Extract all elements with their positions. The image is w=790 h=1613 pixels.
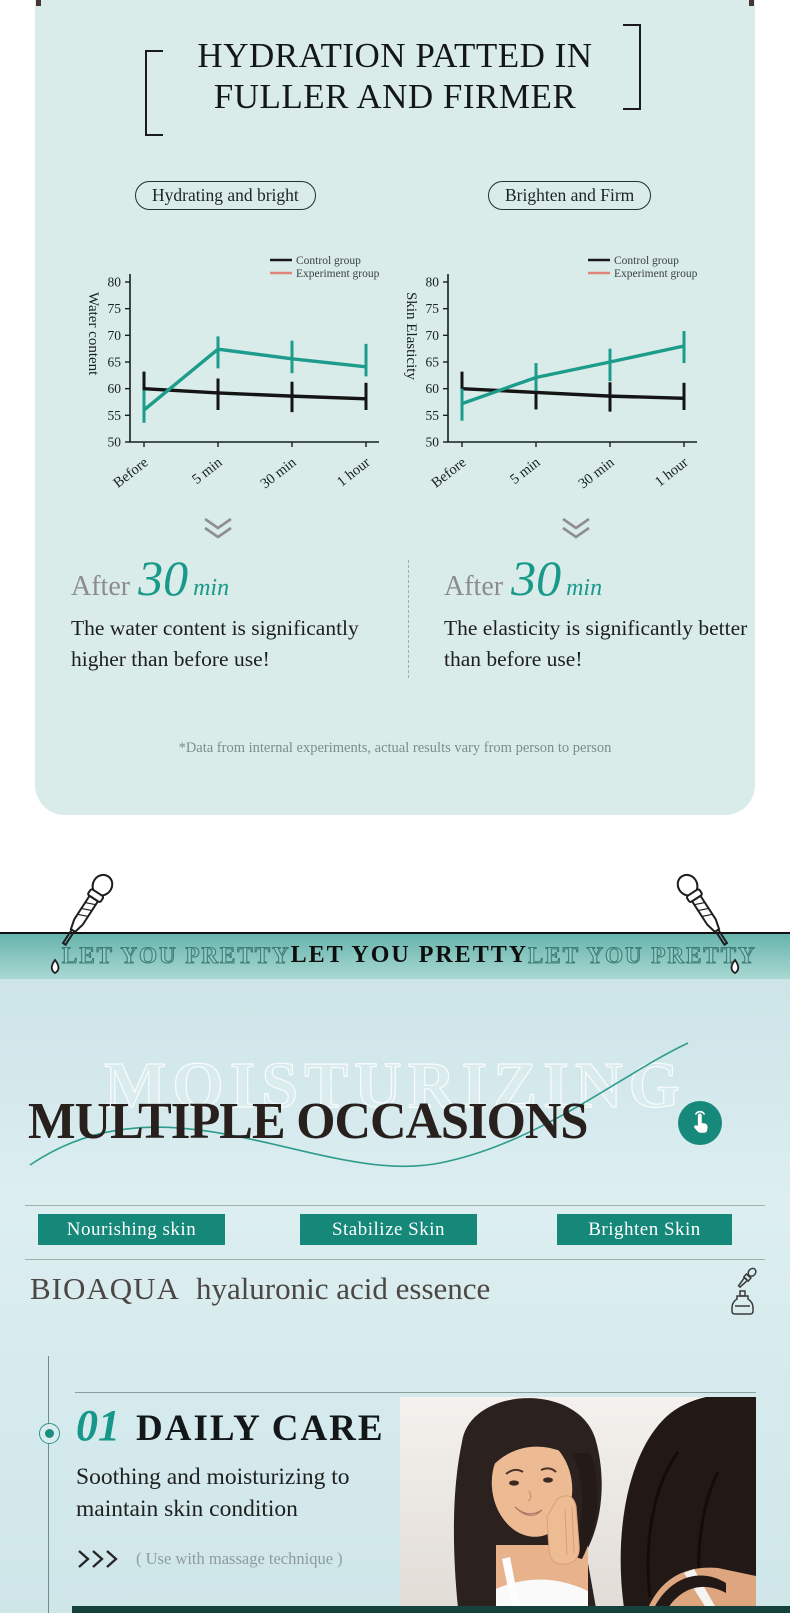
svg-text:5 min: 5 min xyxy=(507,454,544,488)
hydration-results-card: HYDRATION PATTED IN FULLER AND FIRMER Hy… xyxy=(35,0,755,815)
after-word: After xyxy=(71,571,131,602)
disclaimer-footnote: *Data from internal experiments, actual … xyxy=(178,740,612,756)
svg-text:Control group: Control group xyxy=(296,255,361,267)
svg-text:Before: Before xyxy=(429,455,470,492)
svg-text:75: 75 xyxy=(108,301,122,316)
divider-line xyxy=(25,1205,765,1206)
svg-text:Experiment group: Experiment group xyxy=(296,268,380,280)
water-content-chart: 50 55 60 65 70 75 80 Before 5 min 30 min 1 hour Wat… xyxy=(72,250,392,495)
brand-ribbon-text-row: LET YOU PRETTY LET YOU PRETTY LET YOU PR… xyxy=(0,932,790,979)
divider-line xyxy=(75,1392,756,1393)
product-name: hyaluronic acid essence xyxy=(195,1271,491,1306)
chevron-double-down-icon xyxy=(202,516,234,542)
after-30-min-heading: After 30 min xyxy=(71,550,411,606)
after-unit: min xyxy=(566,575,603,601)
svg-text:70: 70 xyxy=(426,328,440,343)
after-number: 30 xyxy=(511,550,562,606)
svg-text:60: 60 xyxy=(426,381,440,396)
bottom-strip xyxy=(72,1606,790,1613)
dropper-icon-left xyxy=(18,872,153,977)
svg-text:30 min: 30 min xyxy=(258,454,300,492)
svg-text:1 hour: 1 hour xyxy=(652,454,691,490)
brand-ribbon xyxy=(0,932,790,979)
ribbon-text-outline-right: LET YOU PRETTY xyxy=(527,942,757,968)
tap-hand-icon[interactable] xyxy=(678,1101,722,1145)
result-description: The elasticity is significantly better t… xyxy=(444,616,748,672)
timeline-line xyxy=(48,1356,49,1613)
triple-chevron-icon xyxy=(78,1550,118,1568)
step-title: DAILY CARE xyxy=(136,1408,385,1449)
water-content-result: After 30 min The water content is signif… xyxy=(71,550,411,675)
svg-text:80: 80 xyxy=(426,275,440,290)
tag-nourishing-skin[interactable]: Nourishing skin xyxy=(38,1214,225,1245)
dropper-bottle-icon xyxy=(726,1265,766,1315)
section-title-line2: FULLER AND FIRMER xyxy=(213,76,577,116)
daily-care-heading: 01 DAILY CARE xyxy=(76,1400,385,1451)
top-edge-mark xyxy=(36,0,41,6)
chevron-double-down-icon xyxy=(560,516,592,542)
usage-note-text: ( Use with massage technique ) xyxy=(136,1549,343,1568)
step-number: 01 xyxy=(76,1401,120,1450)
svg-text:Experiment group: Experiment group xyxy=(614,268,698,280)
skin-elasticity-chart: 50 55 60 65 70 75 80 Before 5 min 30 min 1 hour Ski… xyxy=(390,250,710,495)
product-line: BIOAQUA hyaluronic acid essence xyxy=(30,1271,490,1307)
svg-text:75: 75 xyxy=(426,301,440,316)
ribbon-text-center: LET YOU PRETTY xyxy=(290,942,529,968)
svg-text:Control group: Control group xyxy=(614,255,679,267)
section-title: HYDRATION PATTED IN FULLER AND FIRMER xyxy=(35,36,755,118)
svg-text:30 min: 30 min xyxy=(576,454,618,492)
svg-text:65: 65 xyxy=(108,355,122,370)
decorative-curve xyxy=(29,1042,689,1168)
timeline-bullet xyxy=(39,1423,60,1444)
moisturizing-watermark: MOISTURIZING xyxy=(104,1048,686,1122)
elasticity-result: After 30 min The elasticity is significa… xyxy=(444,550,784,675)
section-title-line1: HYDRATION PATTED IN xyxy=(197,36,593,75)
svg-text:1 hour: 1 hour xyxy=(334,454,373,490)
svg-text:60: 60 xyxy=(108,381,122,396)
occasions-section: MOISTURIZING MULTIPLE OCCASIONS Nourishi… xyxy=(0,979,790,1613)
step-description: Soothing and moisturizing to maintain sk… xyxy=(76,1464,350,1522)
svg-text:55: 55 xyxy=(426,408,440,423)
pill-hydrating-bright: Hydrating and bright xyxy=(135,181,316,210)
svg-text:70: 70 xyxy=(108,328,122,343)
title-bracket-right xyxy=(623,24,641,110)
usage-note: ( Use with massage technique ) xyxy=(76,1549,343,1569)
after-30-min-heading: After 30 min xyxy=(444,550,784,606)
after-number: 30 xyxy=(138,550,189,606)
svg-text:Skin Elasticity: Skin Elasticity xyxy=(403,292,419,380)
after-unit: min xyxy=(193,575,230,601)
tag-brighten-skin[interactable]: Brighten Skin xyxy=(557,1214,732,1245)
ribbon-text-outline-left: LET YOU PRETTY xyxy=(61,942,291,968)
top-edge-mark xyxy=(749,0,754,6)
title-bracket-left xyxy=(145,50,163,136)
svg-text:50: 50 xyxy=(108,435,122,450)
svg-text:65: 65 xyxy=(426,355,440,370)
tag-stabilize-skin[interactable]: Stabilize Skin xyxy=(300,1214,477,1245)
brand-name: BIOAQUA xyxy=(30,1271,180,1306)
svg-text:Water content: Water content xyxy=(85,292,101,376)
svg-text:50: 50 xyxy=(426,435,440,450)
after-word: After xyxy=(444,571,504,602)
svg-text:Before: Before xyxy=(111,455,152,492)
dashed-divider xyxy=(408,560,409,678)
svg-text:80: 80 xyxy=(108,275,122,290)
svg-text:55: 55 xyxy=(108,408,122,423)
pill-brighten-firm: Brighten and Firm xyxy=(488,181,652,210)
model-photo xyxy=(400,1397,756,1608)
result-description: The water content is significantly highe… xyxy=(71,616,359,672)
occasions-title: MULTIPLE OCCASIONS xyxy=(28,1093,588,1150)
svg-text:5 min: 5 min xyxy=(189,454,226,488)
divider-line xyxy=(25,1259,765,1260)
dropper-icon-right xyxy=(637,872,772,977)
